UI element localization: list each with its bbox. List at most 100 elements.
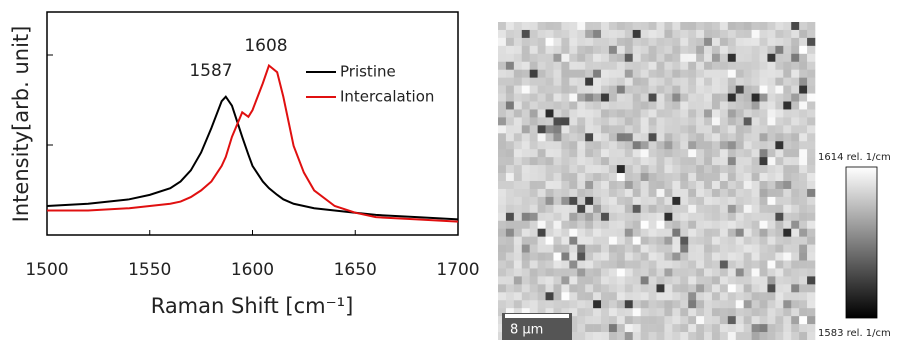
map-pixel <box>561 197 569 205</box>
map-pixel <box>728 125 736 133</box>
map-pixel <box>783 62 791 70</box>
map-pixel <box>601 38 609 46</box>
map-pixel <box>736 181 744 189</box>
map-pixel <box>728 149 736 157</box>
map-pixel <box>522 268 530 276</box>
map-pixel <box>657 133 665 141</box>
map-pixel <box>585 141 593 149</box>
map-pixel <box>728 86 736 94</box>
map-pixel <box>553 30 561 38</box>
map-pixel <box>775 109 783 117</box>
map-pixel <box>530 213 538 221</box>
map-pixel <box>593 268 601 276</box>
map-pixel <box>720 324 728 332</box>
map-pixel <box>633 276 641 284</box>
map-pixel <box>641 149 649 157</box>
map-pixel <box>514 78 522 86</box>
map-pixel <box>680 332 688 340</box>
map-pixel <box>664 149 672 157</box>
map-pixel <box>601 94 609 102</box>
map-pixel <box>767 181 775 189</box>
map-pixel <box>609 30 617 38</box>
map-pixel <box>680 109 688 117</box>
map-pixel <box>514 213 522 221</box>
map-pixel <box>553 86 561 94</box>
map-pixel <box>744 308 752 316</box>
map-pixel <box>585 292 593 300</box>
map-pixel <box>546 268 554 276</box>
map-pixel <box>561 78 569 86</box>
map-pixel <box>593 245 601 253</box>
map-pixel <box>633 237 641 245</box>
map-pixel <box>593 229 601 237</box>
map-pixel <box>569 165 577 173</box>
map-pixel <box>728 316 736 324</box>
map-pixel <box>712 125 720 133</box>
map-pixel <box>649 197 657 205</box>
map-pixel <box>664 109 672 117</box>
map-pixel <box>752 102 760 110</box>
map-pixel <box>585 94 593 102</box>
map-pixel <box>522 30 530 38</box>
map-pixel <box>728 62 736 70</box>
map-pixel <box>546 46 554 54</box>
map-pixel <box>514 94 522 102</box>
map-pixel <box>783 284 791 292</box>
map-pixel <box>506 86 514 94</box>
map-pixel <box>752 133 760 141</box>
map-pixel <box>657 261 665 269</box>
map-pixel <box>577 62 585 70</box>
map-pixel <box>577 125 585 133</box>
map-pixel <box>633 292 641 300</box>
map-pixel <box>728 261 736 269</box>
map-pixel <box>720 197 728 205</box>
map-pixel <box>760 133 768 141</box>
map-pixel <box>664 157 672 165</box>
map-pixel <box>506 173 514 181</box>
map-pixel <box>752 86 760 94</box>
map-pixel <box>641 316 649 324</box>
map-pixel <box>791 62 799 70</box>
map-pixel <box>783 316 791 324</box>
map-pixel <box>664 102 672 110</box>
map-pixel <box>522 54 530 62</box>
map-pixel <box>760 253 768 261</box>
map-pixel <box>775 276 783 284</box>
map-pixel <box>783 181 791 189</box>
map-pixel <box>569 86 577 94</box>
map-pixel <box>498 54 506 62</box>
map-pixel <box>585 78 593 86</box>
map-pixel <box>696 102 704 110</box>
map-pixel <box>799 332 807 340</box>
map-pixel <box>720 229 728 237</box>
map-pixel <box>720 86 728 94</box>
map-pixel <box>538 189 546 197</box>
map-pixel <box>601 149 609 157</box>
map-pixel <box>704 46 712 54</box>
map-pixel <box>546 94 554 102</box>
map-pixel <box>775 22 783 30</box>
map-pixel <box>752 237 760 245</box>
map-pixel <box>641 245 649 253</box>
map-pixel <box>522 205 530 213</box>
map-pixel <box>712 62 720 70</box>
map-pixel <box>577 221 585 229</box>
map-pixel <box>617 237 625 245</box>
map-pixel <box>522 300 530 308</box>
map-pixel <box>593 292 601 300</box>
map-pixel <box>783 38 791 46</box>
map-pixel <box>791 46 799 54</box>
map-pixel <box>577 157 585 165</box>
map-pixel <box>514 125 522 133</box>
map-pixel <box>617 261 625 269</box>
map-pixel <box>601 86 609 94</box>
map-pixel <box>664 308 672 316</box>
map-pixel <box>506 22 514 30</box>
map-pixel <box>569 229 577 237</box>
peak-annotation: 1587 <box>189 61 232 81</box>
map-pixel <box>553 109 561 117</box>
map-pixel <box>593 189 601 197</box>
map-pixel <box>609 173 617 181</box>
map-pixel <box>720 117 728 125</box>
map-pixel <box>720 213 728 221</box>
